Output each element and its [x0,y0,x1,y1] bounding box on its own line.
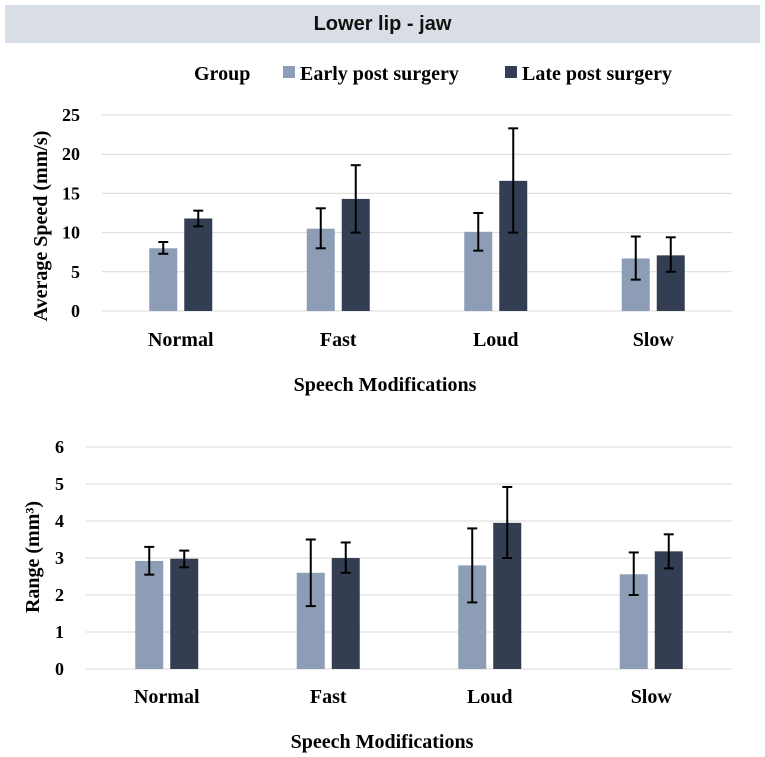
legend-swatch-early [283,66,295,78]
chart2-ytick-label: 6 [55,437,64,457]
chart1-bar-late [184,218,213,311]
chart2-ylabel: Range (mm³) [22,501,44,613]
chart2-bar-late [170,558,199,669]
chart1-category-label: Fast [320,329,357,351]
chart2-ytick-label: 0 [55,659,64,679]
chart2-ytick-label: 1 [55,622,64,642]
chart1-bar-early [149,248,178,311]
chart1-category-label: Normal [148,329,214,351]
legend-title: Group [194,63,250,85]
chart1-ytick-label: 25 [62,105,80,125]
chart1-ytick-label: 5 [71,262,80,282]
chart2-bar-late [654,551,683,669]
chart1-ytick-label: 0 [71,301,80,321]
chart2-category-label: Normal [134,686,200,708]
chart1-ytick-label: 20 [62,144,80,164]
chart2-category-label: Loud [467,686,513,708]
chart-title: Lower lip - jaw [313,12,452,35]
chart-title-bar: Lower lip - jaw [5,5,760,43]
chart2-category-label: Slow [631,686,673,708]
legend-swatch-late [505,66,517,78]
chart1-ytick-label: 15 [62,183,80,203]
chart2-category-label: Fast [310,686,347,708]
chart2-ytick-label: 4 [55,511,64,531]
chart1-plot: 0 5 10 15 20 25 Normal Fast Loud Slow [62,105,732,351]
chart1-ytick-label: 10 [62,223,80,243]
chart2-ytick-label: 5 [55,474,64,494]
chart2-plot: 0 1 2 3 4 5 6 Normal Fast Loud Slow [55,437,732,708]
chart2-ytick-label: 2 [55,585,64,605]
chart2-bar-late [331,558,360,669]
legend-label-early: Early post surgery [300,63,459,85]
chart1-xlabel: Speech Modifications [294,374,477,396]
chart1-category-label: Slow [633,329,675,351]
chart1-category-label: Loud [473,329,519,351]
chart2-bar-early [135,560,164,669]
legend: Group Early post surgery Late post surge… [194,63,672,85]
legend-label-late: Late post surgery [522,63,672,85]
chart1-ylabel: Average Speed (mm/s) [30,131,52,322]
chart2-xlabel: Speech Modifications [291,731,474,753]
chart2-ytick-label: 3 [55,548,64,568]
